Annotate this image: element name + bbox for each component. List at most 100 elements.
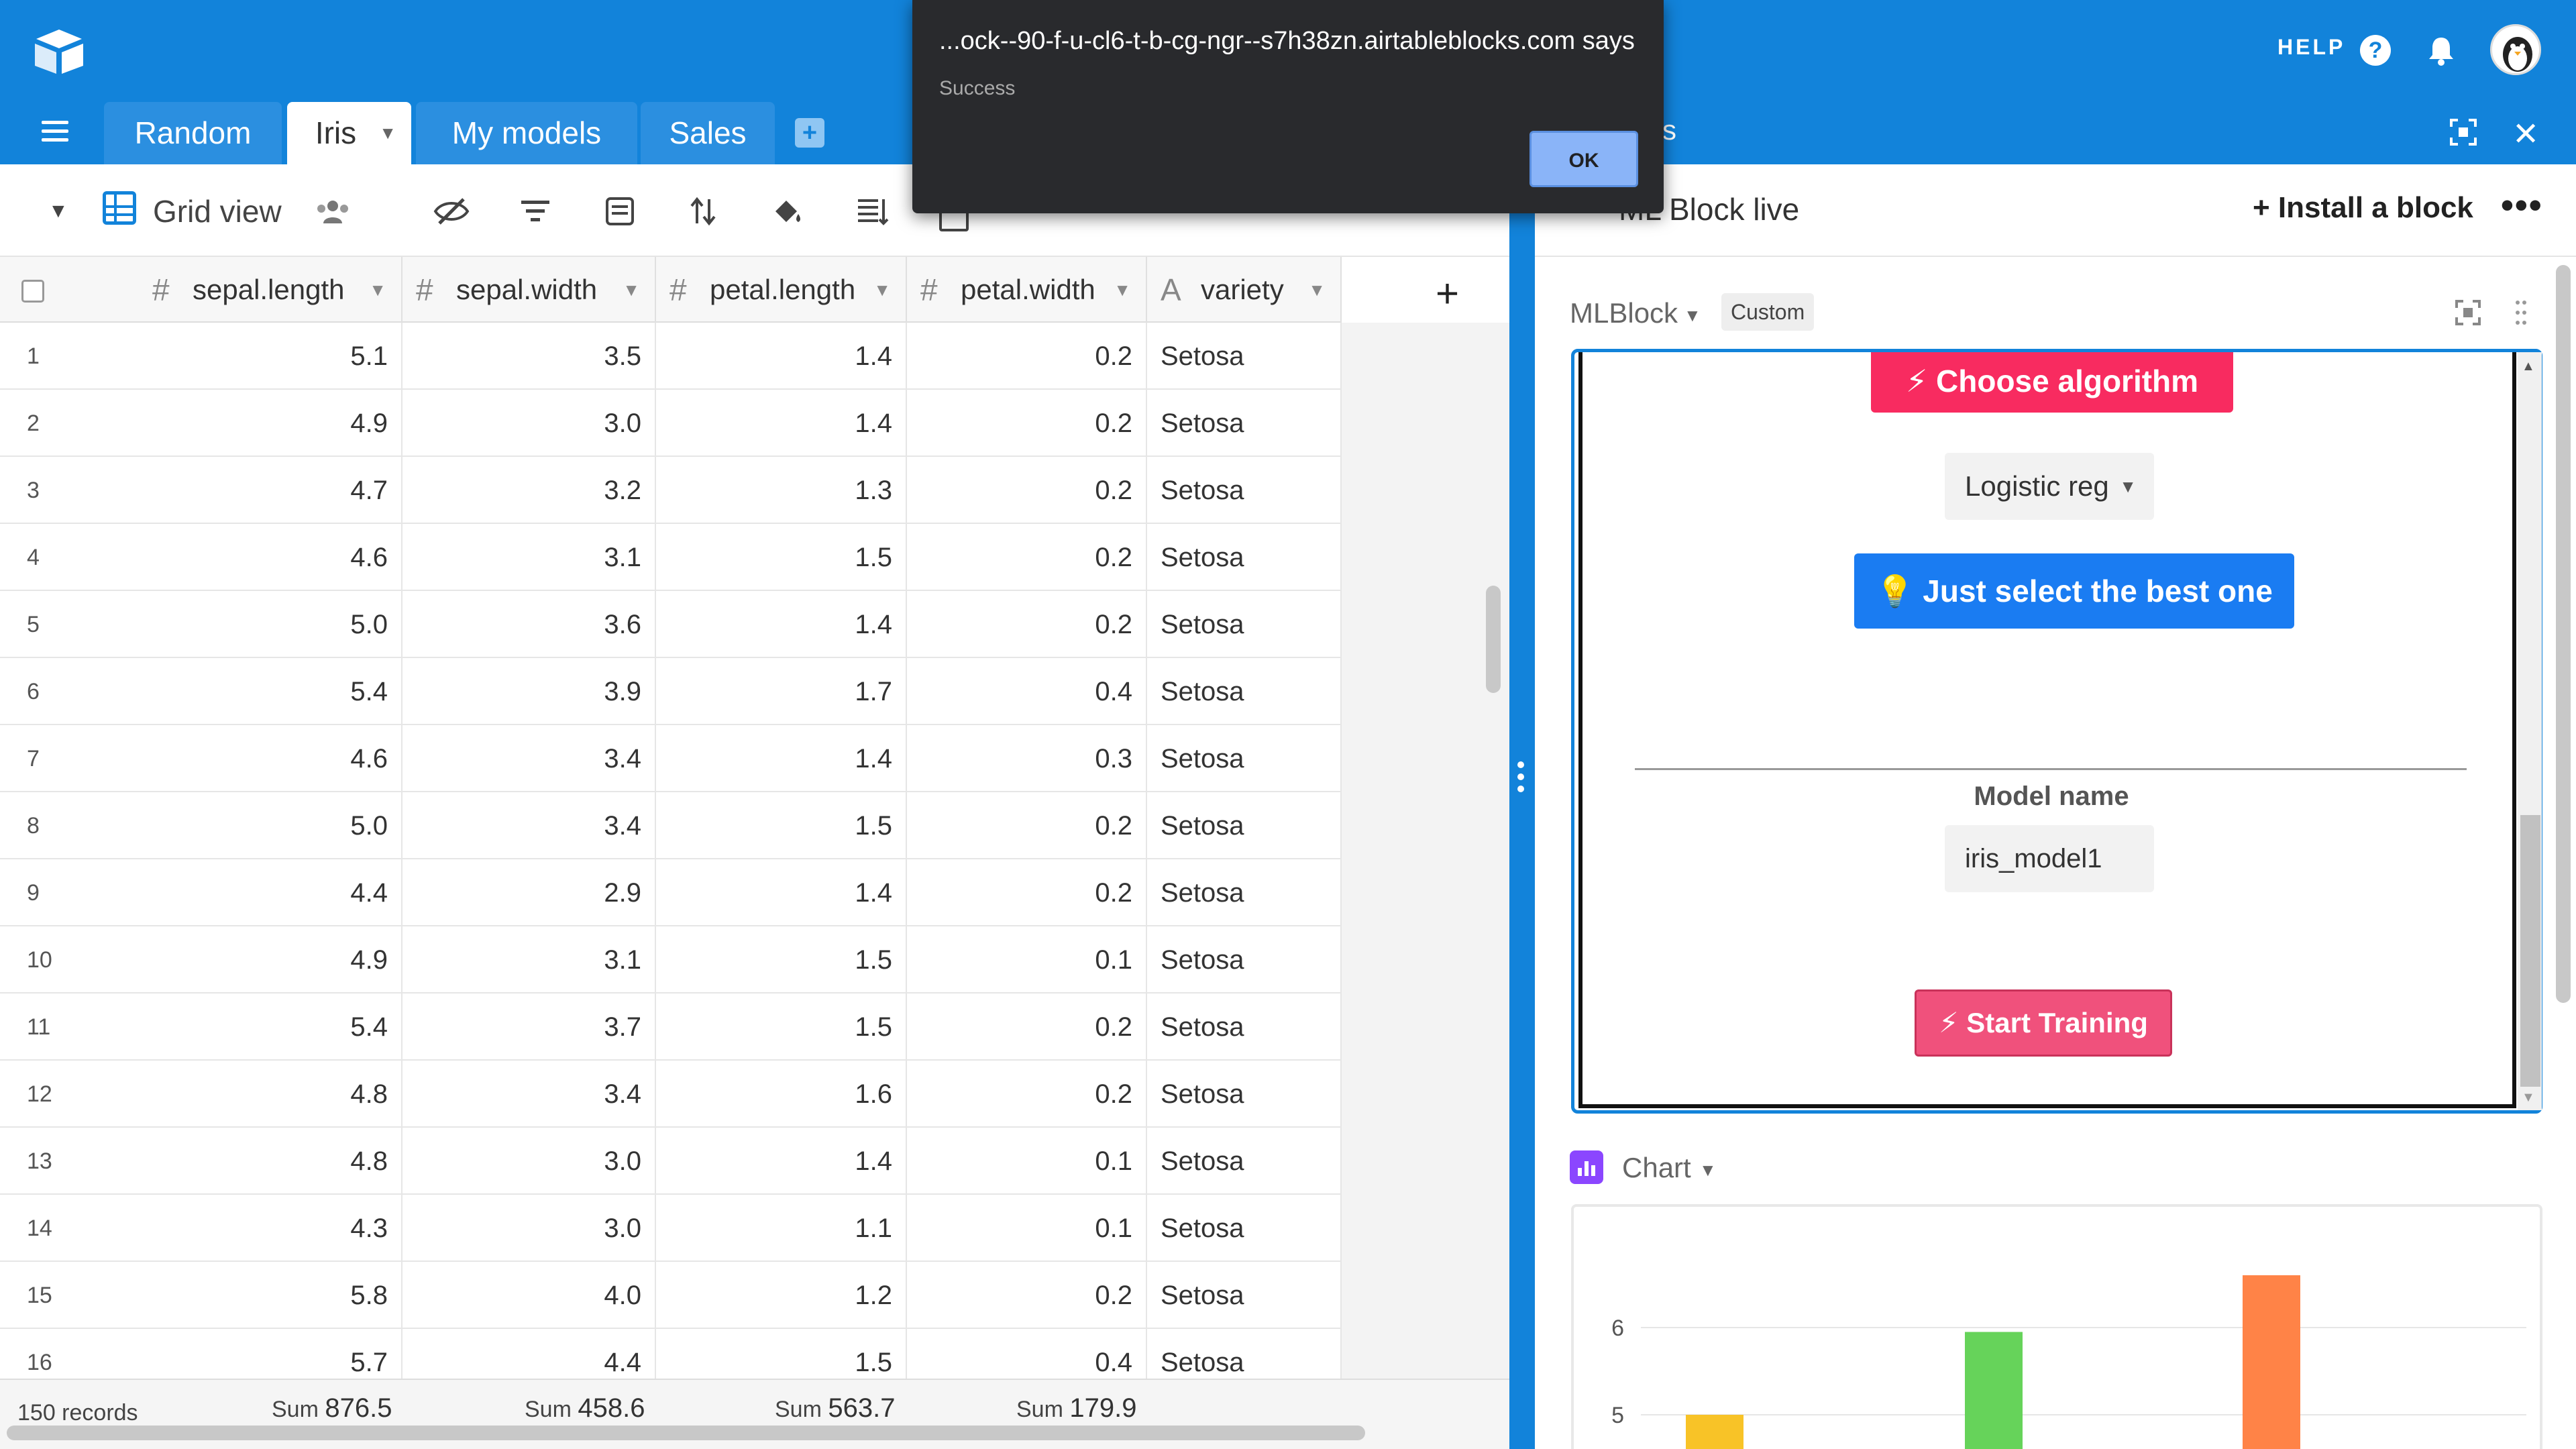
table-cell[interactable]: 5.1 — [144, 323, 402, 390]
table-cell[interactable]: 5.0 — [144, 591, 402, 658]
algorithm-select[interactable]: Logistic reg ▼ — [1945, 453, 2154, 520]
chevron-down-icon[interactable]: ▼ — [1114, 280, 1131, 300]
table-row[interactable]: 15 5.8 4.0 1.2 0.2 Setosa — [0, 1262, 1342, 1329]
table-cell[interactable]: 0.2 — [907, 792, 1147, 859]
view-name[interactable]: Grid view — [153, 194, 282, 229]
add-field-button[interactable]: + — [1436, 271, 1460, 316]
table-cell[interactable]: Setosa — [1147, 1329, 1342, 1379]
bell-icon[interactable] — [2427, 35, 2455, 66]
table-cell[interactable]: 4.7 — [144, 457, 402, 524]
add-table-button[interactable]: + — [795, 118, 824, 148]
views-toggle-icon[interactable]: ▼ — [48, 200, 68, 222]
table-cell[interactable]: 4.6 — [144, 725, 402, 792]
table-cell[interactable]: 1.4 — [656, 323, 907, 390]
table-cell[interactable]: 1.5 — [656, 926, 907, 994]
chart-bar[interactable] — [1686, 1415, 1743, 1449]
chevron-down-icon[interactable]: ▼ — [623, 280, 640, 300]
table-cell[interactable]: Setosa — [1147, 725, 1342, 792]
airtable-logo-icon[interactable] — [32, 27, 86, 74]
tab-my-models[interactable]: My models — [416, 102, 637, 164]
table-row[interactable]: 3 4.7 3.2 1.3 0.2 Setosa — [0, 457, 1342, 524]
collaborators-icon[interactable] — [314, 198, 352, 225]
sort-icon[interactable] — [688, 197, 718, 226]
column-header-sepal-width[interactable]: # sepal.width ▼ — [402, 257, 656, 323]
table-row[interactable]: 4 4.6 3.1 1.5 0.2 Setosa — [0, 524, 1342, 591]
chevron-down-icon[interactable]: ▼ — [1699, 1160, 1717, 1180]
table-cell[interactable]: 1.2 — [656, 1262, 907, 1329]
table-cell[interactable]: 3.0 — [402, 1128, 656, 1195]
tab-iris[interactable]: Iris ▼ — [287, 102, 411, 164]
grid-vertical-scrollbar[interactable] — [1486, 586, 1501, 693]
table-cell[interactable]: 4.3 — [144, 1195, 402, 1262]
grid-horizontal-scrollbar[interactable] — [7, 1426, 1365, 1440]
install-block-button[interactable]: + Install a block — [2253, 191, 2473, 225]
tab-random[interactable]: Random — [104, 102, 282, 164]
column-header-petal-length[interactable]: # petal.length ▼ — [656, 257, 907, 323]
frame-scrollbar-thumb[interactable] — [2520, 815, 2540, 1087]
table-cell[interactable]: 1.3 — [656, 457, 907, 524]
table-cell[interactable]: Setosa — [1147, 859, 1342, 926]
start-training-button[interactable]: ⚡ Start Training — [1915, 989, 2172, 1057]
table-cell[interactable]: 1.6 — [656, 1061, 907, 1128]
table-cell[interactable]: 5.4 — [144, 658, 402, 725]
table-cell[interactable]: 4.4 — [144, 859, 402, 926]
table-cell[interactable]: Setosa — [1147, 524, 1342, 591]
hide-fields-icon[interactable] — [433, 197, 470, 226]
table-row[interactable]: 11 5.4 3.7 1.5 0.2 Setosa — [0, 994, 1342, 1061]
table-cell[interactable]: Setosa — [1147, 658, 1342, 725]
table-cell[interactable]: Setosa — [1147, 591, 1342, 658]
table-cell[interactable]: 1.5 — [656, 524, 907, 591]
table-cell[interactable]: 0.2 — [907, 390, 1147, 457]
block-name[interactable]: MLBlock — [1570, 297, 1678, 329]
table-row[interactable]: 14 4.3 3.0 1.1 0.1 Setosa — [0, 1195, 1342, 1262]
table-cell[interactable]: 3.2 — [402, 457, 656, 524]
table-row[interactable]: 7 4.6 3.4 1.4 0.3 Setosa — [0, 725, 1342, 792]
table-cell[interactable]: Setosa — [1147, 457, 1342, 524]
table-cell[interactable]: 0.2 — [907, 1061, 1147, 1128]
table-row[interactable]: 9 4.4 2.9 1.4 0.2 Setosa — [0, 859, 1342, 926]
table-cell[interactable]: 3.9 — [402, 658, 656, 725]
table-row[interactable]: 5 5.0 3.6 1.4 0.2 Setosa — [0, 591, 1342, 658]
more-options-icon[interactable]: ••• — [2501, 185, 2543, 225]
choose-algorithm-button[interactable]: ⚡ Choose algorithm — [1871, 352, 2233, 413]
table-cell[interactable]: 3.4 — [402, 725, 656, 792]
select-best-button[interactable]: 💡 Just select the best one — [1854, 553, 2294, 629]
table-cell[interactable]: Setosa — [1147, 1262, 1342, 1329]
chevron-down-icon[interactable]: ▼ — [1684, 305, 1701, 325]
table-cell[interactable]: 0.1 — [907, 1195, 1147, 1262]
table-cell[interactable]: 5.0 — [144, 792, 402, 859]
table-cell[interactable]: Setosa — [1147, 1061, 1342, 1128]
table-cell[interactable]: 3.1 — [402, 524, 656, 591]
chart-bar[interactable] — [2243, 1275, 2300, 1449]
table-cell[interactable]: 0.2 — [907, 994, 1147, 1061]
row-height-icon[interactable] — [857, 197, 889, 226]
table-cell[interactable]: 4.9 — [144, 390, 402, 457]
table-cell[interactable]: Setosa — [1147, 926, 1342, 994]
table-cell[interactable]: 0.2 — [907, 1262, 1147, 1329]
table-cell[interactable]: 3.4 — [402, 792, 656, 859]
table-cell[interactable]: 0.4 — [907, 1329, 1147, 1379]
table-cell[interactable]: Setosa — [1147, 323, 1342, 390]
fullscreen-icon[interactable] — [2449, 117, 2478, 147]
table-cell[interactable]: 1.4 — [656, 725, 907, 792]
chevron-down-icon[interactable]: ▼ — [379, 123, 396, 143]
help-icon[interactable]: ? — [2360, 35, 2391, 66]
panel-scrollbar[interactable] — [2556, 265, 2571, 1003]
table-cell[interactable]: 3.6 — [402, 591, 656, 658]
sum-petal-length[interactable]: Sum 563.7 — [775, 1393, 895, 1424]
panel-resize-handle[interactable] — [1509, 164, 1535, 1449]
close-icon[interactable]: ✕ — [2512, 117, 2540, 152]
table-cell[interactable]: 3.5 — [402, 323, 656, 390]
table-cell[interactable]: 0.2 — [907, 591, 1147, 658]
column-header-variety[interactable]: A variety ▼ — [1147, 257, 1342, 323]
table-cell[interactable]: 0.3 — [907, 725, 1147, 792]
table-cell[interactable]: 4.4 — [402, 1329, 656, 1379]
menu-icon[interactable] — [42, 115, 75, 149]
table-cell[interactable]: 5.8 — [144, 1262, 402, 1329]
table-cell[interactable]: 0.2 — [907, 457, 1147, 524]
table-cell[interactable]: 1.4 — [656, 859, 907, 926]
color-icon[interactable] — [770, 195, 804, 227]
filter-icon[interactable] — [520, 198, 551, 225]
table-cell[interactable]: Setosa — [1147, 1128, 1342, 1195]
table-cell[interactable]: Setosa — [1147, 994, 1342, 1061]
